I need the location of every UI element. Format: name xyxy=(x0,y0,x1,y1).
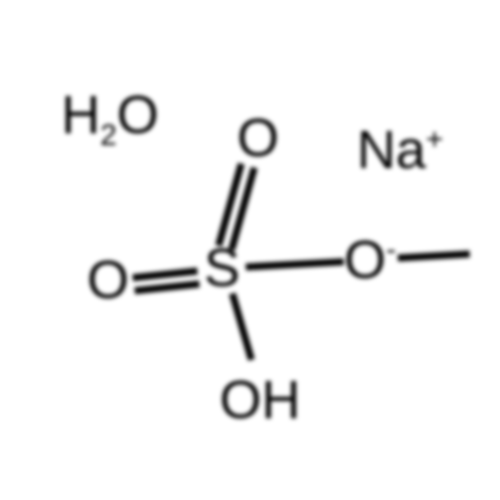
atom-o_neg: O- xyxy=(344,233,396,287)
bond-S-O_left-b xyxy=(135,281,200,295)
bond-O_neg_line_extra-y xyxy=(398,251,470,262)
atom-o_left: O xyxy=(87,253,129,307)
bond-S-OH xyxy=(229,293,255,362)
atom-oh: OH xyxy=(220,373,301,427)
atom-s: S xyxy=(204,241,240,295)
atom-na: Na+ xyxy=(357,123,443,177)
atom-h2o: H2O xyxy=(61,88,159,142)
bond-S-O_left-a xyxy=(133,267,198,281)
bond-S-O_neg xyxy=(246,258,344,270)
atom-o_up: O xyxy=(237,111,279,165)
chemical-structure-diagram: S O O OH O- Na+ H2O xyxy=(0,0,500,500)
